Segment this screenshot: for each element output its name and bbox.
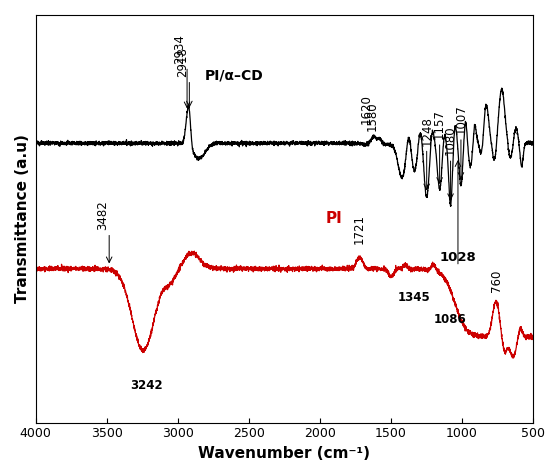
Text: 1157: 1157	[433, 109, 446, 139]
Text: 1086: 1086	[433, 313, 466, 326]
Text: 1007: 1007	[455, 105, 468, 134]
X-axis label: Wavenumber (cm⁻¹): Wavenumber (cm⁻¹)	[198, 446, 370, 461]
Text: PI: PI	[326, 211, 342, 226]
Text: 1721: 1721	[353, 214, 366, 244]
Y-axis label: Transmittance (a.u): Transmittance (a.u)	[15, 134, 30, 303]
Text: 1345: 1345	[397, 291, 430, 304]
Text: 1080: 1080	[444, 126, 457, 156]
Text: 1028: 1028	[440, 251, 477, 264]
Text: 3482: 3482	[96, 200, 109, 230]
Text: PI/α–CD: PI/α–CD	[205, 69, 264, 83]
Text: 3242: 3242	[130, 379, 163, 392]
Text: 1248: 1248	[420, 116, 433, 146]
Text: 1620: 1620	[360, 94, 373, 124]
Text: 1580: 1580	[366, 102, 379, 131]
Text: 2918: 2918	[176, 47, 189, 77]
Text: 760: 760	[490, 269, 503, 292]
Text: 2934: 2934	[173, 34, 186, 64]
